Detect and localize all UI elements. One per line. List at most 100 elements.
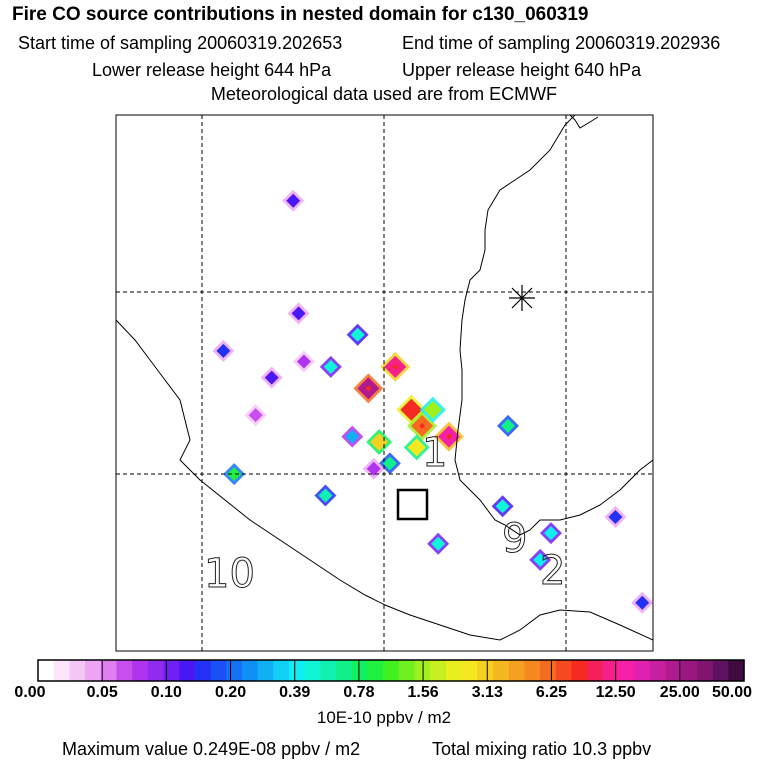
map-label-2: 2 (540, 548, 565, 594)
concentration-cell (318, 488, 333, 503)
colorbar-swatch (38, 660, 55, 681)
colorbar-swatch (351, 660, 369, 681)
concentration-cell (296, 354, 311, 369)
concentration-cell (291, 306, 306, 321)
map-label-10: 10 (204, 551, 255, 597)
colorbar-tick-label: 3.13 (471, 684, 503, 701)
colorbar-tick-label: 12.50 (595, 684, 636, 701)
colorbar-swatch (618, 660, 635, 681)
colorbar-tick-label: 0.05 (86, 684, 118, 701)
concentration-cell (216, 343, 231, 358)
colorbar-tick-label: 0.39 (279, 684, 311, 701)
concentration-cell (608, 510, 623, 524)
colorbar-swatch (461, 660, 478, 681)
colorbar-swatch (571, 660, 588, 681)
colorbar-swatch (649, 660, 667, 681)
chart-title: Fire CO source contributions in nested d… (12, 4, 589, 25)
concentration-cell (423, 400, 442, 419)
colorbar-swatch (69, 660, 86, 681)
colorbar-tick-label: 0.10 (150, 684, 182, 701)
colorbar-unit-label: 10E-10 ppbv / m2 (316, 708, 452, 727)
concentration-cell (501, 418, 516, 433)
colorbar-swatch (728, 660, 745, 681)
concentration-cell (345, 429, 360, 444)
colorbar-swatch (696, 660, 714, 681)
colorbar-swatch (179, 660, 196, 681)
colorbar-swatch (398, 660, 416, 681)
concentration-cell (248, 408, 263, 423)
map-label-1: 1 (422, 430, 447, 476)
colorbar-swatch (289, 660, 306, 681)
colorbar-swatch (540, 660, 557, 681)
colorbar (37, 659, 745, 682)
concentration-cell (543, 526, 558, 541)
map-labels: 1 9 2 10 (204, 430, 566, 598)
concentration-cell (227, 467, 242, 482)
colorbar-swatch (665, 660, 682, 681)
colorbar-swatch (602, 660, 620, 681)
concentration-cell (286, 193, 301, 208)
colorbar-swatch (132, 660, 149, 681)
colorbar-swatch (257, 660, 274, 681)
start-time-text: Start time of sampling 20060319.202653 (18, 33, 343, 53)
map-frame (115, 114, 654, 652)
colorbar-tick-label: 25.00 (659, 684, 700, 701)
colorbar-swatch (367, 660, 384, 681)
colorbar-swatch (320, 660, 337, 681)
colorbar-swatch (116, 660, 133, 681)
upper-release-text: Upper release height 640 hPa (402, 60, 642, 80)
colorbar-tick-label: 50.00 (711, 684, 753, 701)
colorbar-swatch (383, 660, 400, 681)
concentration-cell (495, 499, 510, 514)
colorbar-swatch (226, 660, 243, 681)
concentration-cell (431, 536, 446, 551)
concentration-cell (264, 370, 279, 385)
colorbar-swatch (273, 660, 290, 681)
colorbar-swatch (681, 660, 698, 681)
colorbar-swatch (524, 660, 541, 681)
graticule (116, 115, 653, 651)
cell-core (392, 363, 399, 370)
colorbar-swatch (194, 660, 212, 681)
colorbar-swatch (304, 660, 321, 681)
colorbar-swatch (85, 660, 102, 681)
colorbar-swatch (53, 660, 70, 681)
colorbar-swatch (477, 660, 494, 681)
total-mixing-ratio-text: Total mixing ratio 10.3 ppbv (432, 739, 652, 759)
colorbar-swatch (100, 660, 118, 681)
colorbar-swatch (336, 660, 353, 681)
concentration-cell (407, 438, 426, 457)
map-label-9: 9 (502, 516, 527, 562)
colorbar-swatch (210, 660, 227, 681)
concentration-cell (382, 456, 397, 471)
colorbar-swatch (587, 660, 604, 681)
concentration-cell (323, 359, 338, 374)
met-data-text: Meteorological data used are from ECMWF (210, 84, 558, 104)
colorbar-tick-label: 1.56 (407, 684, 439, 701)
colorbar-tick-label: 6.25 (535, 684, 568, 701)
cell-core (365, 385, 372, 392)
cell-core (408, 406, 415, 413)
concentration-cells (212, 189, 653, 614)
cell-core (445, 433, 452, 440)
colorbar-outline (37, 659, 745, 682)
coastlines (116, 115, 653, 641)
colorbar-tick-label: 0.20 (214, 684, 247, 701)
colorbar-swatch (555, 660, 573, 681)
concentration-cell (533, 552, 548, 567)
colorbar-swatch (634, 660, 651, 681)
colorbar-tick-label: 0.78 (343, 684, 375, 701)
lower-release-text: Lower release height 644 hPa (92, 60, 332, 80)
colorbar-swatch (712, 660, 729, 681)
max-value-text: Maximum value 0.249E-08 ppbv / m2 (62, 739, 361, 759)
source-box (396, 488, 429, 521)
end-time-text: End time of sampling 20060319.202936 (402, 33, 721, 53)
concentration-cell (635, 595, 650, 610)
colorbar-swatch (508, 660, 525, 681)
colorbar-swatch (492, 660, 510, 681)
cell-core (419, 422, 426, 429)
colorbar-tick-label: 0.00 (14, 684, 46, 701)
colorbar-swatch (163, 660, 180, 681)
concentration-cell (366, 461, 381, 476)
